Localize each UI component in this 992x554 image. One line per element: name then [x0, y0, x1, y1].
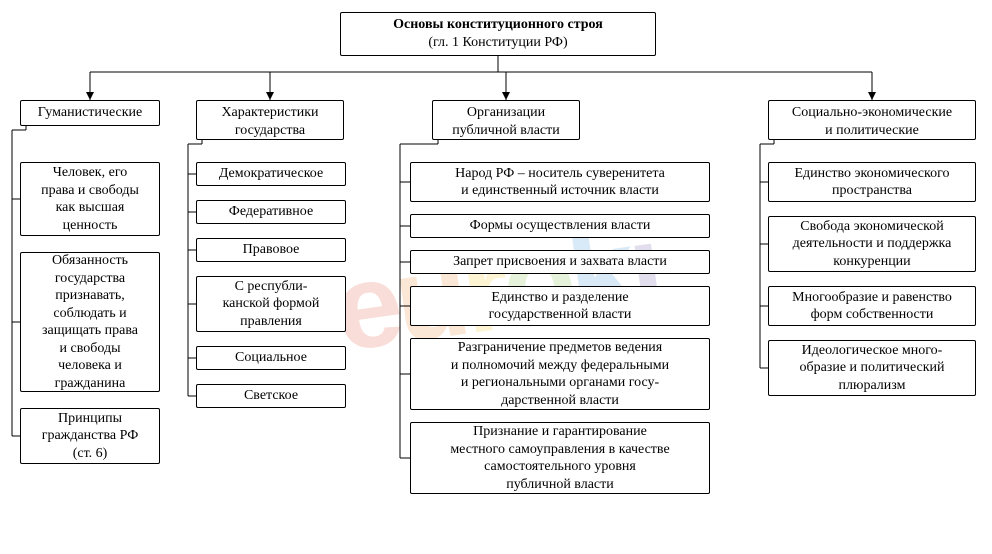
tree-item: Запрет присвоения и захвата власти	[410, 250, 710, 274]
column-header: Организации публичной власти	[432, 100, 580, 140]
tree-item: Федеративное	[196, 200, 346, 224]
tree-item: Разграничение предметов ведения и полном…	[410, 338, 710, 410]
tree-item: Светское	[196, 384, 346, 408]
tree-item: Человек, его права и свободы как высшая …	[20, 162, 160, 236]
tree-item: Признание и гарантирование местного само…	[410, 422, 710, 494]
column-header: Гуманистические	[20, 100, 160, 126]
column-header: Социально-экономические и политические	[768, 100, 976, 140]
tree-item: С республи- канской формой правления	[196, 276, 346, 332]
root-title: Основы конституционного строя	[393, 17, 603, 32]
tree-item: Единство экономического пространства	[768, 162, 976, 202]
tree-item: Свобода экономической деятельности и под…	[768, 216, 976, 272]
tree-item: Социальное	[196, 346, 346, 370]
tree-item: Обязанность государства признавать, собл…	[20, 252, 160, 392]
root-subtitle: (гл. 1 Конституции РФ)	[347, 34, 649, 52]
tree-item: Демократическое	[196, 162, 346, 186]
tree-item: Единство и разделение государственной вл…	[410, 286, 710, 326]
tree-item: Правовое	[196, 238, 346, 262]
tree-item: Принципы гражданства РФ (ст. 6)	[20, 408, 160, 464]
tree-item: Формы осуществления власти	[410, 214, 710, 238]
root-node: Основы конституционного строя (гл. 1 Кон…	[340, 12, 656, 56]
tree-item: Многообразие и равенство форм собственно…	[768, 286, 976, 326]
column-header: Характеристики государства	[196, 100, 344, 140]
tree-item: Народ РФ – носитель суверенитета и единс…	[410, 162, 710, 202]
tree-item: Идеологическое много- образие и политиче…	[768, 340, 976, 396]
